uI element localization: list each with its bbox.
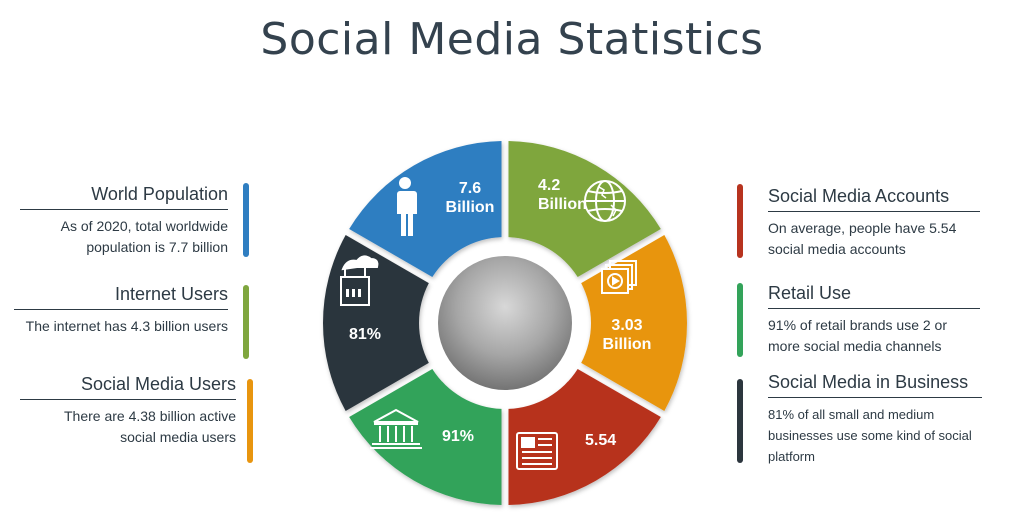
annotation-desc-line: population is 7.7 billion [86, 239, 228, 255]
divider [768, 397, 982, 398]
statistics-wheel: 7.6 Billion 4.2 Billion 3.03 Billion 5.54 91% 81… [323, 141, 687, 505]
wheel-segment-business [323, 235, 429, 411]
accent-bar-business [737, 379, 743, 463]
annotation-title: Retail Use [768, 283, 852, 303]
segment-value-world-population: 7.6 [459, 180, 481, 197]
annotation-desc-line: There are 4.38 billion active [64, 408, 236, 424]
segment-value-internet-users: 4.2 [538, 177, 560, 194]
segment-value-world-population: Billion [446, 199, 495, 216]
annotation-desc-line: On average, people have 5.54 [768, 220, 957, 236]
divider [14, 309, 228, 310]
wheel-segment-internet-users [508, 141, 661, 278]
accent-bar-social-media-users [247, 379, 253, 463]
divider [768, 211, 980, 212]
segment-value-social-media-users: 3.03 [611, 317, 642, 334]
annotation-desc-line: The internet has 4.3 billion users [25, 318, 228, 334]
wheel-segment-retail-use [349, 368, 502, 505]
annotation-desc-line: social media accounts [768, 241, 906, 257]
globe-icon [584, 180, 626, 222]
annotation-business: Social Media in Business 81% of all smal… [768, 372, 1004, 467]
annotation-desc-line: 91% of retail brands use 2 or [768, 317, 947, 333]
bank-building-icon [370, 408, 422, 449]
annotation-desc-line: more social media channels [768, 338, 942, 354]
annotation-internet-users: Internet Users The internet has 4.3 bill… [14, 284, 228, 337]
accent-bar-social-media-accounts [737, 184, 743, 258]
person-icon [396, 177, 417, 236]
accent-bar-retail-use [737, 283, 743, 357]
wheel-segment-social-media-accounts [508, 368, 661, 505]
segment-value-social-media-accounts: 5.54 [585, 432, 616, 449]
annotation-title: Internet Users [114, 284, 228, 304]
accent-bar-internet-users [243, 285, 249, 359]
annotation-title: Social Media in Business [768, 372, 969, 392]
annotation-desc-line: businesses use some kind of social [768, 428, 972, 443]
wheel-segment-world-population [349, 141, 502, 278]
media-cards-icon [601, 260, 637, 294]
annotation-desc-line: 81% of all small and medium [768, 407, 935, 422]
annotation-desc-line: social media users [120, 429, 236, 445]
annotation-title: World Population [91, 184, 228, 204]
annotation-retail-use: Retail Use 91% of retail brands use 2 or… [768, 283, 980, 357]
annotation-world-population: World Population As of 2020, total world… [20, 184, 228, 258]
annotation-social-media-users: Social Media Users There are 4.38 billio… [20, 374, 236, 448]
divider [20, 399, 236, 400]
newspaper-icon [516, 432, 558, 470]
segment-value-social-media-users: Billion [603, 336, 652, 353]
segment-value-business: 81% [349, 326, 381, 343]
annotation-social-media-accounts: Social Media Accounts On average, people… [768, 186, 980, 260]
accent-bar-world-population [243, 183, 249, 257]
divider [20, 209, 228, 210]
annotation-title: Social Media Users [80, 374, 236, 394]
factory-icon [340, 255, 379, 306]
segment-value-retail-use: 91% [442, 428, 474, 445]
page-title: Social Media Statistics [260, 14, 764, 65]
annotation-desc-line: platform [768, 449, 815, 464]
segment-value-internet-users: Billion [538, 196, 587, 213]
center-circle [438, 256, 572, 390]
annotation-desc-line: As of 2020, total worldwide [60, 218, 228, 234]
annotation-title: Social Media Accounts [768, 186, 950, 206]
divider [768, 308, 980, 309]
